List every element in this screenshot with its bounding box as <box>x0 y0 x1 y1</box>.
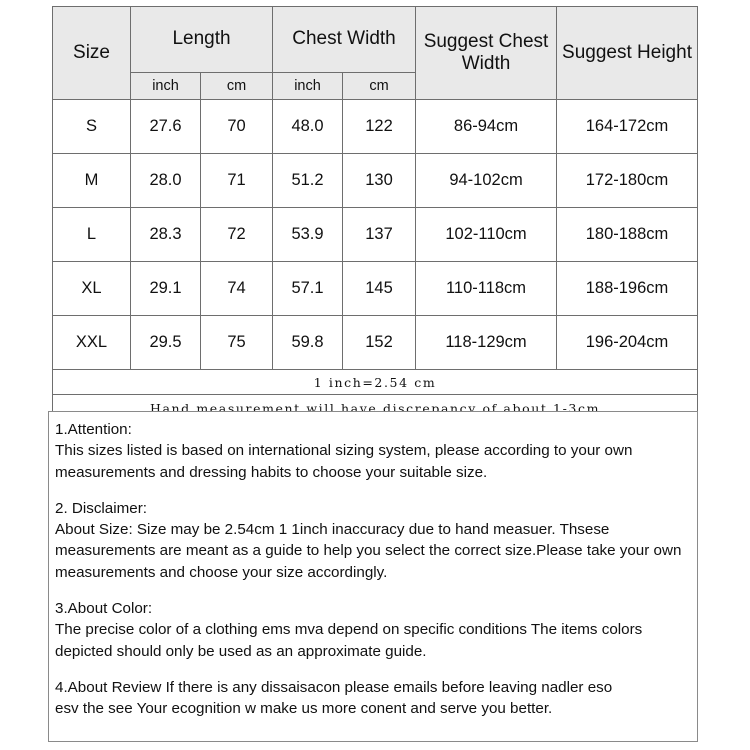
note-attention-heading: 1.Attention: <box>55 421 132 438</box>
column-subheader-length-cm: cm <box>200 72 273 100</box>
column-header-chest-width: Chest Width <box>271 6 417 73</box>
cell-length-inch: 28.0 <box>130 153 201 208</box>
note-disclaimer-body: About Size: Size may be 2.54cm 1 1inch i… <box>55 521 682 581</box>
cell-chest-inch: 53.9 <box>272 207 343 262</box>
cell-suggest-chest: 102-110cm <box>415 207 558 262</box>
cell-length-inch: 27.6 <box>130 99 201 154</box>
note-about-review-body: esv the see Your ecognition w make us mo… <box>55 700 553 718</box>
cell-length-cm: 70 <box>200 99 273 154</box>
table-row: S 27.6 70 48.0 122 86-94cm 164-172cm <box>52 99 699 154</box>
note-disclaimer: 2. Disclaimer: About Size: Size may be 2… <box>55 498 692 583</box>
table-row: L 28.3 72 53.9 137 102-110cm 180-188cm <box>52 207 699 262</box>
table-row: M 28.0 71 51.2 130 94-102cm 172-180cm <box>52 153 699 208</box>
cell-suggest-chest: 94-102cm <box>415 153 558 208</box>
cell-suggest-height: 172-180cm <box>556 153 699 208</box>
cell-suggest-height: 164-172cm <box>556 99 699 154</box>
cell-size: XL <box>52 261 131 316</box>
cell-chest-inch: 59.8 <box>272 315 343 370</box>
cell-size: L <box>52 207 131 262</box>
column-header-suggest-height: Suggest Height <box>556 6 699 100</box>
cell-suggest-chest: 86-94cm <box>415 99 558 154</box>
cell-chest-cm: 145 <box>341 261 417 316</box>
note-attention: 1.Attention: This sizes listed is based … <box>55 419 692 483</box>
cell-chest-inch: 51.2 <box>272 153 343 208</box>
cell-suggest-chest: 118-129cm <box>415 315 558 370</box>
column-subheader-chest-cm: cm <box>341 72 417 100</box>
note-about-color-body: The precise color of a clothing ems mva … <box>55 621 643 660</box>
table-body: S 27.6 70 48.0 122 86-94cm 164-172cm M 2… <box>51 99 699 423</box>
column-subheader-chest-inch: inch <box>272 72 343 100</box>
table-row: XXL 29.5 75 59.8 152 118-129cm 196-204cm <box>52 315 699 370</box>
cell-length-cm: 71 <box>200 153 273 208</box>
note-disclaimer-heading: 2. Disclaimer: <box>55 499 147 517</box>
cell-length-inch: 29.1 <box>130 261 201 316</box>
note-attention-body: This sizes listed is based on internatio… <box>55 442 633 481</box>
cell-suggest-height: 196-204cm <box>556 315 699 370</box>
column-header-size: Size <box>52 6 131 100</box>
cell-length-cm: 74 <box>200 261 273 316</box>
cell-suggest-chest: 110-118cm <box>415 261 558 316</box>
cell-suggest-height: 180-188cm <box>556 207 699 262</box>
cell-chest-cm: 130 <box>341 153 417 208</box>
note-about-color-heading: 3.About Color: <box>55 599 153 617</box>
note-about-color: 3.About Color: The precise color of a cl… <box>55 598 692 662</box>
cell-length-inch: 29.5 <box>130 315 201 370</box>
column-header-length: Length <box>130 6 273 73</box>
note-about-review: 4.About Review If there is any dissaisac… <box>55 677 692 720</box>
cell-suggest-height: 188-196cm <box>556 261 699 316</box>
column-subheader-length-inch: inch <box>130 72 201 100</box>
table-footer-row-conversion: 1 inch=2.54 cm <box>51 369 699 395</box>
cell-chest-cm: 122 <box>341 99 417 154</box>
table-header-row-main: Size Length Chest Width Suggest Chest Wi… <box>52 6 699 100</box>
note-about-review-heading: 4.About Review If there is any dissaisac… <box>55 678 613 696</box>
cell-length-inch: 28.3 <box>130 207 201 262</box>
cell-size: XXL <box>52 315 131 370</box>
cell-chest-inch: 57.1 <box>272 261 343 316</box>
notes-disclaimer-box: 1.Attention: This sizes listed is based … <box>48 411 698 742</box>
cell-size: S <box>52 99 131 154</box>
cell-size: M <box>52 153 131 208</box>
cell-chest-cm: 137 <box>341 207 417 262</box>
column-header-suggest-chest-width: Suggest Chest Width <box>415 6 558 100</box>
table-header: Size Length Chest Width Suggest Chest Wi… <box>52 6 699 100</box>
table-row: XL 29.1 74 57.1 145 110-118cm 188-196cm <box>52 261 699 316</box>
cell-length-cm: 72 <box>200 207 273 262</box>
size-chart-table-container: Size Length Chest Width Suggest Chest Wi… <box>51 6 699 423</box>
cell-chest-cm: 152 <box>341 315 417 370</box>
cell-chest-inch: 48.0 <box>272 99 343 154</box>
size-chart-table: Size Length Chest Width Suggest Chest Wi… <box>51 6 699 423</box>
cell-length-cm: 75 <box>200 315 273 370</box>
inch-to-cm-note: 1 inch=2.54 cm <box>51 369 699 395</box>
